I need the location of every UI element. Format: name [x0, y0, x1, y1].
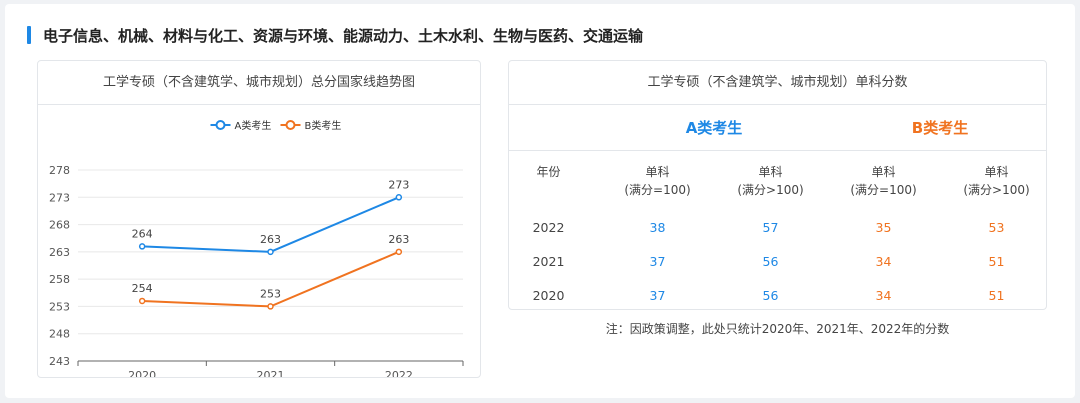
data-point: [267, 303, 274, 310]
legend-label: A类考生: [235, 119, 272, 132]
data-point: [267, 248, 274, 256]
single-subject-title: 工学专硕（不含建筑学、城市规划）单科分数: [509, 61, 1046, 105]
column-header-b-over100: 单科 (满分>100): [963, 165, 1030, 197]
score-b-over100: 51: [988, 288, 1005, 303]
column-header-a-over100: 单科 (满分>100): [737, 165, 804, 197]
group-a-label: A类考生: [685, 119, 743, 137]
y-tick-label: 258: [49, 273, 70, 286]
y-tick-label: 273: [49, 191, 70, 204]
section-heading-text: 电子信息、机械、材料与化工、资源与环境、能源动力、土木水利、生物与医药、交通运输: [43, 26, 644, 45]
data-label: 254: [132, 282, 153, 295]
trend-line-chart: 243 248 253 258 263 268 273 278 2020 2021 2022 A类考生…: [49, 119, 464, 377]
legend-label: B类考生: [305, 119, 342, 132]
data-point: [138, 297, 146, 305]
score-b-100: 34: [875, 254, 892, 269]
table-column-header: 年份 单科 (满分=100) 单科 (满分>100) 单科 (满分=100) 单科 (满…: [509, 151, 1046, 211]
data-point: [395, 194, 403, 201]
y-tick-label: 253: [49, 300, 70, 313]
score-a-100: 38: [649, 220, 666, 235]
score-a-100: 37: [649, 254, 666, 269]
trend-chart-panel: 工学专硕（不含建筑学、城市规划）总分国家线趋势图 243 248 253 258 263…: [37, 60, 481, 378]
column-header-a-100: 单科 (满分=100): [624, 165, 691, 197]
y-tick-label: 263: [49, 246, 70, 259]
row-year: 2022: [532, 220, 565, 235]
score-b-over100: 51: [988, 254, 1005, 269]
table-group-header: A类考生 B类考生: [509, 105, 1046, 151]
legend-marker: [285, 120, 296, 130]
x-tick-label: 2021: [257, 369, 285, 377]
score-b-over100: 53: [988, 220, 1005, 235]
column-header-year: 年份: [536, 165, 561, 179]
data-label: 273: [388, 178, 409, 191]
score-b-100: 34: [875, 288, 892, 303]
data-point: [395, 248, 403, 256]
policy-note: 注：因政策调整，此处只统计2020年、2021年、2022年的分数: [605, 322, 950, 336]
data-label: 253: [260, 287, 281, 300]
table-row: 2021 37 56 34 51: [509, 245, 1046, 279]
table-row: 2022 38 57 35 53: [509, 211, 1046, 245]
y-tick-label: 243: [49, 355, 70, 368]
data-label: 263: [388, 233, 409, 246]
data-point: [138, 243, 146, 250]
group-b-label: B类考生: [911, 119, 969, 137]
score-a-over100: 56: [762, 254, 779, 269]
y-tick-label: 268: [49, 219, 70, 232]
x-tick-label: 2022: [385, 369, 413, 377]
score-a-100: 37: [649, 288, 666, 303]
heading-accent-bar: [27, 26, 31, 44]
legend-marker: [215, 120, 226, 130]
score-a-over100: 57: [762, 220, 779, 235]
y-tick-label: 278: [49, 164, 70, 177]
x-tick-label: 2020: [128, 369, 156, 377]
trend-chart-title: 工学专硕（不含建筑学、城市规划）总分国家线趋势图: [38, 61, 480, 105]
data-label: 263: [260, 233, 281, 246]
table-row: 2020 37 56 34 51: [509, 279, 1046, 313]
row-year: 2021: [532, 254, 565, 269]
column-header-b-100: 单科 (满分=100): [850, 165, 917, 197]
score-b-100: 35: [875, 220, 892, 235]
row-year: 2020: [532, 288, 565, 303]
data-label: 264: [132, 227, 153, 240]
score-table: A类考生 B类考生 年份 单科 (满分=100) 单科 (满分>100) 单科 (满分…: [509, 105, 1046, 313]
y-tick-label: 248: [49, 328, 70, 341]
section-heading: 电子信息、机械、材料与化工、资源与环境、能源动力、土木水利、生物与医药、交通运输: [27, 24, 643, 46]
score-a-over100: 56: [762, 288, 779, 303]
single-subject-panel: 工学专硕（不含建筑学、城市规划）单科分数 A类考生 B类考生 年份 单科 (满分=…: [508, 60, 1047, 310]
